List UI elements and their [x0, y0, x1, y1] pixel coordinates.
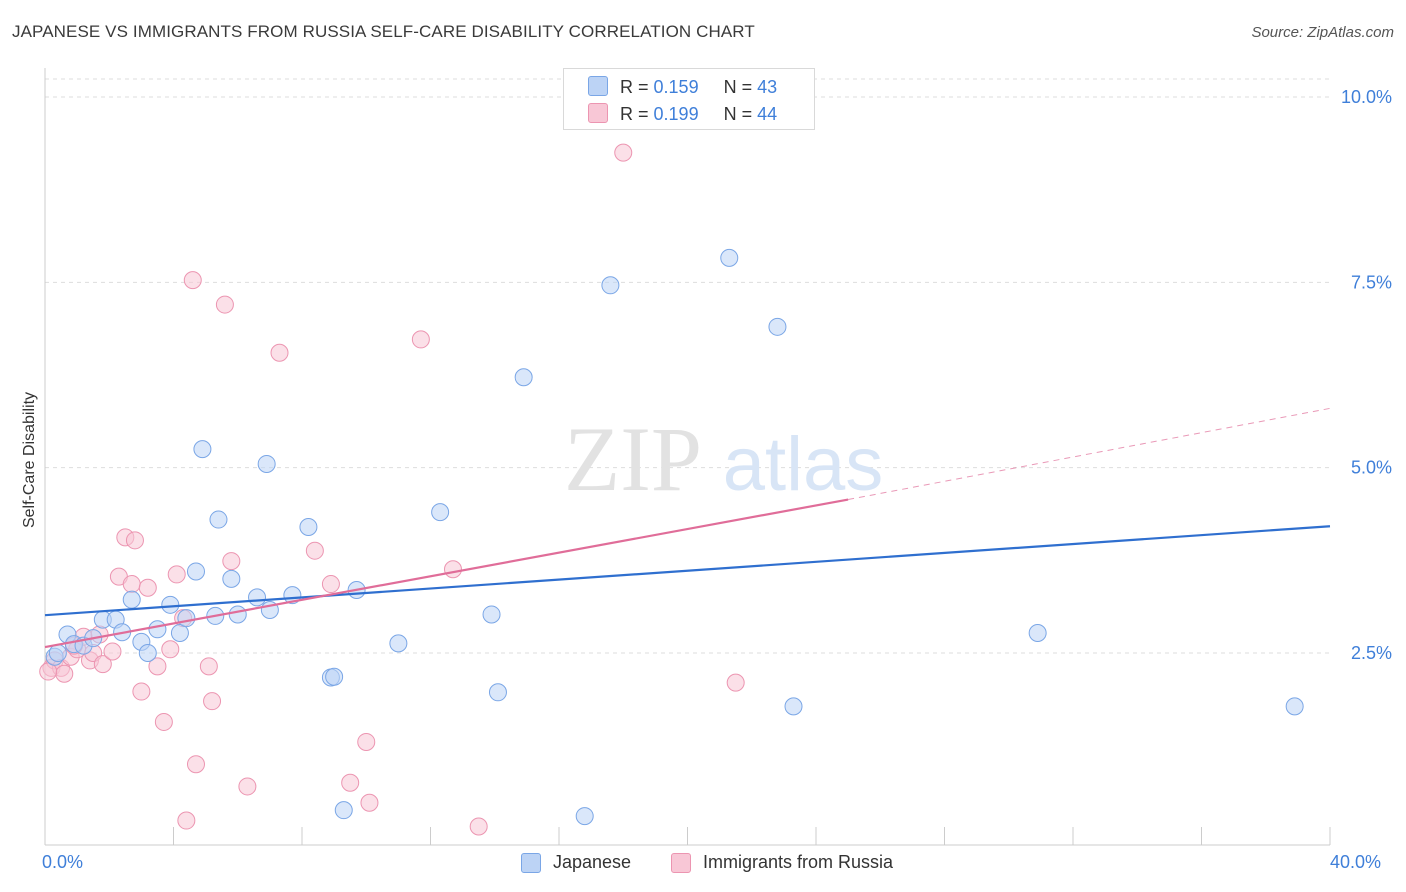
japanese-points	[45, 248, 1304, 826]
japanese-point	[784, 697, 803, 716]
y-tick-label: 2.5%	[1351, 643, 1392, 663]
russia-point	[469, 817, 488, 836]
russia-point	[161, 640, 180, 659]
japanese-point	[482, 605, 501, 624]
russia-point	[125, 531, 144, 550]
legend-swatch-russia	[671, 852, 691, 873]
russia-point	[132, 682, 151, 701]
x-tick-label-min: 0.0%	[42, 852, 84, 872]
japanese-point	[170, 623, 189, 642]
japanese-point	[148, 620, 167, 639]
russia-point	[305, 541, 324, 560]
legend-n-value: 43	[757, 77, 778, 97]
legend-r-label: R =	[620, 77, 649, 97]
bottom-legend: Japanese Immigrants from Russia	[0, 852, 1406, 876]
russia-trend-extension	[848, 407, 1331, 501]
russia-point	[186, 755, 205, 774]
russia-point	[55, 664, 74, 683]
bottom-legend-japanese[interactable]: Japanese	[521, 852, 631, 873]
russia-point	[726, 673, 745, 692]
japanese-point	[768, 317, 787, 336]
legend-n-label: N =	[723, 104, 753, 124]
chart-title: JAPANESE VS IMMIGRANTS FROM RUSSIA SELF-…	[12, 22, 755, 41]
russia-point	[122, 575, 141, 594]
russia-trend-line	[44, 498, 849, 649]
russia-point	[411, 330, 430, 349]
japanese-point	[257, 454, 276, 473]
japanese-point	[514, 368, 533, 387]
russia-point	[215, 295, 234, 314]
russia-point	[360, 793, 379, 812]
russia-point	[203, 692, 222, 711]
japanese-point	[228, 605, 247, 624]
russia-point	[199, 657, 218, 676]
y-tick-labels: 2.5% 5.0% 7.5% 10.0%	[1341, 87, 1392, 663]
japanese-trend-line	[44, 525, 1331, 617]
stats-legend: R = 0.159 N = 43 R = 0.199 N = 44	[563, 68, 815, 130]
japanese-point	[161, 595, 180, 614]
russia-point	[183, 271, 202, 290]
japanese-point	[325, 667, 344, 686]
japanese-point	[575, 807, 594, 826]
bottom-legend-label: Japanese	[553, 852, 632, 872]
japanese-point	[209, 510, 228, 529]
russia-point	[614, 143, 633, 162]
japanese-point	[122, 590, 141, 609]
legend-swatch-japanese	[521, 852, 541, 873]
japanese-point	[720, 248, 739, 267]
japanese-point	[186, 562, 205, 581]
watermark-zip: ZIP	[564, 408, 702, 510]
russia-point	[93, 655, 112, 674]
x-tick-label-max: 40.0%	[1330, 852, 1382, 872]
russia-point	[154, 712, 173, 731]
trend-lines	[44, 407, 1331, 649]
russia-point	[177, 811, 196, 830]
watermark-atlas: atlas	[723, 422, 884, 507]
y-tick-label: 10.0%	[1341, 87, 1392, 107]
russia-point	[238, 777, 257, 796]
legend-r-value: 0.199	[653, 104, 699, 124]
russia-point	[138, 578, 157, 597]
japanese-point	[222, 569, 241, 588]
russia-point	[103, 642, 122, 661]
russia-point	[39, 662, 58, 681]
japanese-point	[48, 644, 67, 662]
y-tick-label: 7.5%	[1351, 272, 1392, 292]
japanese-point	[177, 609, 196, 628]
japanese-point	[389, 634, 408, 653]
japanese-point	[431, 503, 450, 522]
bottom-legend-label: Immigrants from Russia	[703, 852, 894, 872]
japanese-point	[299, 517, 318, 536]
legend-r-value: 0.159	[653, 77, 699, 97]
legend-n-value: 44	[757, 104, 778, 124]
japanese-point	[334, 801, 353, 820]
japanese-point	[248, 588, 267, 607]
japanese-point	[1285, 697, 1304, 716]
japanese-point	[601, 276, 620, 295]
y-tick-label: 5.0%	[1351, 458, 1392, 478]
source-credit: Source: ZipAtlas.com	[1251, 24, 1394, 41]
russia-point	[341, 773, 360, 792]
japanese-point	[138, 644, 157, 662]
japanese-point	[193, 440, 212, 459]
legend-r-label: R =	[620, 104, 649, 124]
bottom-legend-russia[interactable]: Immigrants from Russia	[671, 852, 893, 873]
russia-point	[321, 575, 340, 594]
japanese-point	[488, 683, 507, 702]
legend-swatch-russia	[588, 103, 608, 123]
russia-point	[148, 657, 167, 676]
legend-swatch-japanese	[588, 76, 608, 96]
legend-n-label: N =	[723, 77, 753, 97]
axes	[44, 68, 1331, 846]
russia-point	[167, 565, 186, 584]
russia-point	[357, 732, 376, 751]
russia-point	[270, 343, 289, 362]
russia-point	[222, 552, 241, 571]
russia-point	[443, 560, 462, 579]
japanese-point	[1028, 623, 1047, 642]
